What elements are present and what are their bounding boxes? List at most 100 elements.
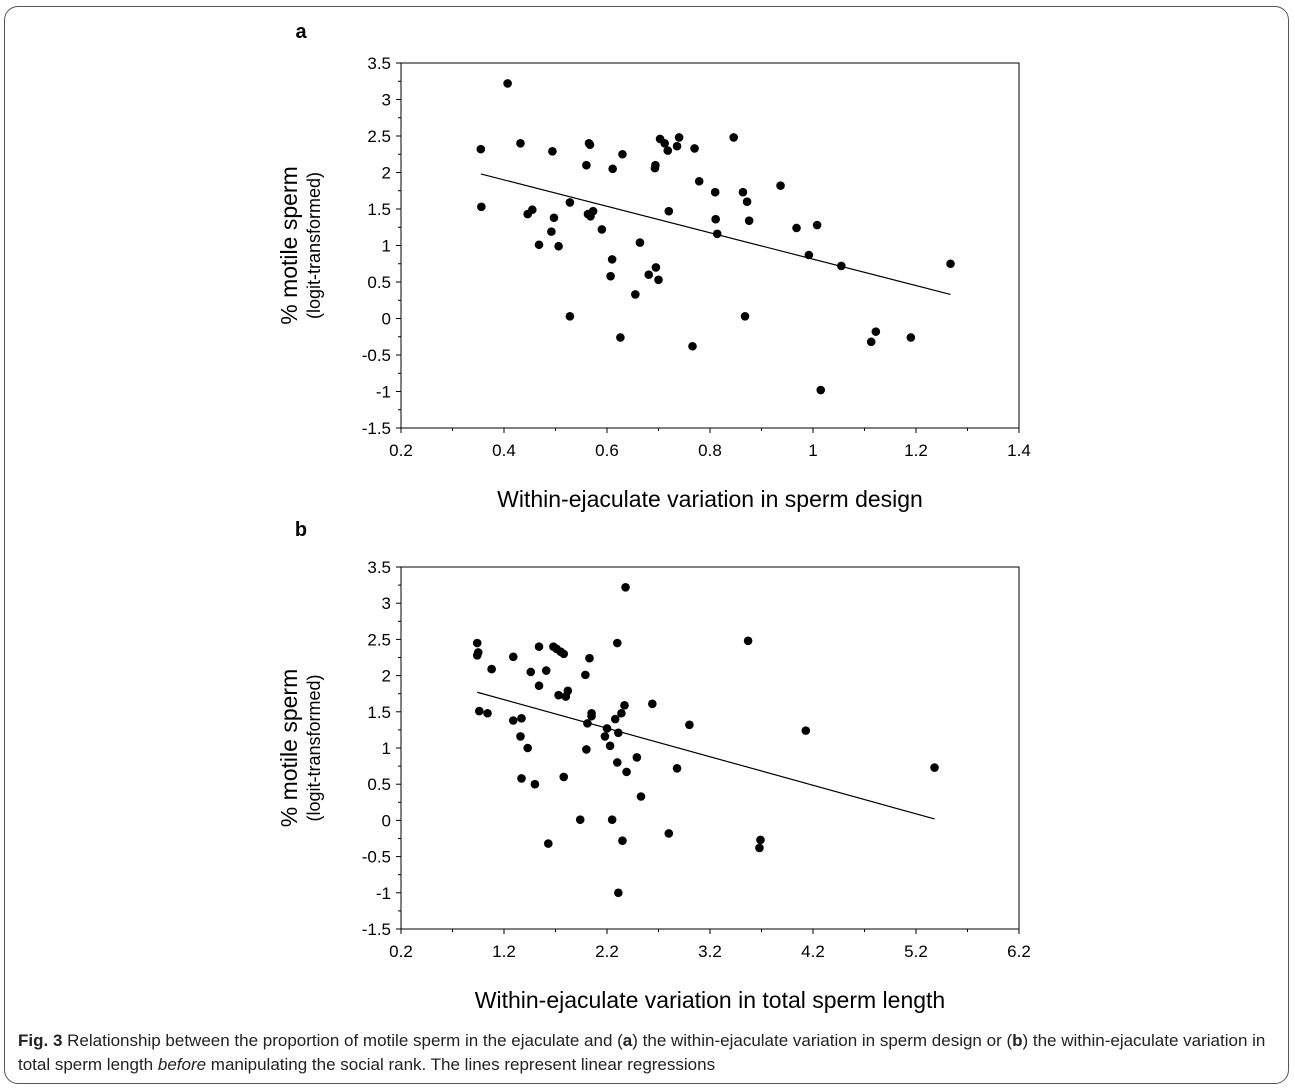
x-tick-label: 2.2	[595, 942, 619, 961]
data-point	[664, 206, 674, 216]
data-point	[517, 714, 526, 723]
data-point	[621, 582, 630, 592]
data-point	[476, 144, 486, 154]
y-tick-label: -1	[376, 884, 391, 903]
data-point	[648, 699, 657, 709]
data-point	[582, 160, 591, 170]
data-point	[516, 732, 525, 741]
data-point	[742, 197, 752, 206]
data-point	[812, 220, 822, 230]
x-tick-label: 3.2	[698, 942, 722, 961]
x-tick-label: 1.4	[1007, 441, 1031, 460]
y-tick-label: 0	[382, 310, 391, 329]
caption-text-3: ) the within-ejaculate variation in tota…	[18, 1031, 1266, 1074]
regression-line	[477, 691, 935, 820]
panel-b: b 3.5 3 2.5 2 1.5 1 0.5 0 -0.5 -1 -1.5 0.2 1.2 2.2 3.2 4…	[276, 519, 1031, 1013]
y-tick-label: 2.5	[367, 127, 391, 146]
data-point	[605, 741, 615, 751]
data-point	[871, 327, 881, 336]
y-tick-label: 2.5	[367, 630, 391, 649]
data-point	[534, 642, 544, 651]
plot-area-frame	[400, 566, 1020, 930]
data-point	[866, 337, 876, 347]
data-point	[483, 708, 492, 718]
y-tick-label: -1.5	[362, 419, 391, 438]
y-tick-label: 3.5	[367, 54, 391, 73]
data-point	[503, 79, 512, 88]
data-point	[711, 214, 720, 224]
caption-panel-b: b	[1012, 1031, 1023, 1050]
data-point	[729, 133, 738, 142]
data-point	[508, 716, 518, 725]
data-point	[588, 206, 598, 216]
x-tick-label: 0.4	[492, 441, 516, 460]
y-tick-label: 1.5	[367, 703, 391, 722]
data-point	[694, 176, 704, 186]
y-tick-label: 1	[382, 237, 391, 256]
data-point	[776, 181, 785, 190]
data-point	[516, 139, 525, 148]
data-point	[547, 227, 556, 236]
data-point	[530, 779, 540, 789]
data-point	[477, 202, 486, 212]
caption-text-2: ) the within-ejaculate variation in sper…	[632, 1031, 1013, 1050]
data-point	[930, 763, 939, 772]
data-point	[688, 341, 697, 351]
panel-label: a	[295, 21, 307, 43]
data-point	[614, 728, 623, 738]
data-point	[543, 839, 553, 848]
data-point	[792, 223, 801, 233]
data-point	[607, 255, 617, 264]
data-point	[554, 690, 563, 700]
x-tick-label: 1.2	[904, 441, 928, 460]
data-point	[585, 140, 595, 150]
data-point	[617, 708, 626, 718]
y-tick-label: 0.5	[367, 273, 391, 292]
caption-italic: before	[157, 1055, 207, 1074]
x-tick-label: 0.2	[389, 441, 413, 460]
data-point	[620, 700, 629, 710]
y-tick-label: 3	[382, 594, 391, 613]
data-point	[474, 706, 484, 716]
data-point	[651, 263, 661, 272]
data-point	[565, 312, 575, 321]
data-point	[487, 664, 496, 674]
data-point	[755, 843, 764, 853]
caption-panel-a: a	[622, 1031, 633, 1050]
data-point	[541, 666, 551, 675]
x-tick-label: 0.8	[698, 441, 722, 460]
data-point	[816, 385, 826, 395]
data-point	[743, 636, 753, 646]
data-point	[712, 229, 722, 239]
plot-area-frame	[400, 62, 1020, 429]
data-point	[663, 146, 673, 155]
data-point	[582, 745, 591, 754]
data-point	[614, 888, 623, 898]
data-point	[801, 726, 811, 735]
y-tick-label: 2	[382, 667, 391, 686]
data-point	[534, 681, 544, 691]
data-point	[690, 144, 699, 153]
data-point	[906, 333, 916, 342]
data-point	[602, 724, 612, 733]
y-axis-subtitle: (logit-transformed)	[304, 172, 324, 319]
data-point	[508, 652, 518, 662]
x-tick-label: 1	[808, 441, 817, 460]
y-tick-label: 3.5	[367, 558, 391, 577]
data-point	[664, 829, 674, 838]
y-tick-label: 1.5	[367, 200, 391, 219]
data-point	[636, 792, 646, 801]
data-point	[756, 835, 765, 845]
caption-text-4: manipulating the social rank. The lines …	[206, 1055, 716, 1074]
data-point	[473, 648, 483, 657]
y-tick-label: -0.5	[362, 848, 391, 867]
figure-caption: Fig. 3 Relationship between the proporti…	[18, 1029, 1280, 1077]
data-point	[654, 275, 663, 285]
data-point	[660, 139, 669, 148]
y-tick-label: 2	[382, 164, 391, 183]
y-tick-label: -1.5	[362, 920, 391, 939]
y-axis-title: % motile sperm	[276, 166, 302, 324]
y-axis-subtitle: (logit-transformed)	[304, 674, 324, 821]
data-point	[740, 312, 750, 321]
data-point	[613, 758, 622, 767]
